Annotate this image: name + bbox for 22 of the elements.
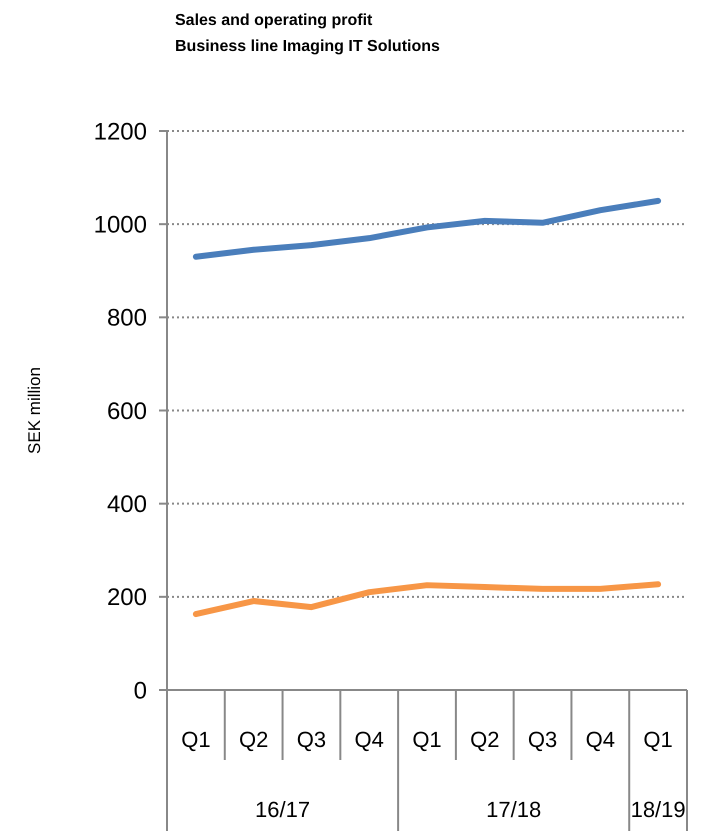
x-tick-label: Q4 (354, 727, 384, 752)
text: 18/19 (630, 797, 686, 822)
chart-title: Sales and operating profit (175, 12, 374, 29)
y-tick-label: 200 (106, 584, 147, 612)
x-tick-label: Q3 (528, 727, 558, 752)
chart-subtitle: Business line Imaging IT Solutions (175, 38, 440, 55)
text: 17/18 (486, 797, 542, 822)
x-tick-label: Q2 (238, 727, 268, 752)
y-tick-label: 0 (134, 677, 147, 704)
x-tick-label: Q2 (470, 727, 500, 752)
x-tick-label: Q1 (412, 727, 442, 752)
x-tick-label: Q3 (296, 727, 326, 752)
y-tick-label: 800 (106, 304, 147, 332)
text: 16/17 (255, 797, 310, 822)
y-tick-label: 1000 (94, 212, 147, 239)
y-tick-label: 600 (106, 398, 147, 425)
y-axis-title: SEK million (25, 367, 44, 454)
y-tick-label: 400 (106, 491, 147, 518)
x-tick-label: Q1 (181, 727, 211, 752)
y-tick-label: 1200 (94, 118, 147, 146)
x-tick-label: Q1 (643, 727, 673, 752)
x-tick-label: Q4 (586, 727, 616, 752)
